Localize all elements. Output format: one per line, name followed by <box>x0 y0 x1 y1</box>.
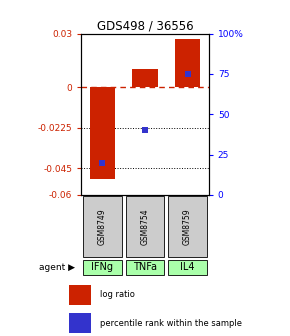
Bar <box>168 259 207 275</box>
Bar <box>70 285 92 304</box>
Text: IFNg: IFNg <box>91 262 113 272</box>
Text: GSM8754: GSM8754 <box>140 208 150 245</box>
Bar <box>132 70 158 87</box>
Text: percentile rank within the sample: percentile rank within the sample <box>100 319 242 328</box>
Bar <box>168 196 207 257</box>
Bar <box>83 259 122 275</box>
Text: log ratio: log ratio <box>100 290 135 299</box>
Title: GDS498 / 36556: GDS498 / 36556 <box>97 19 193 33</box>
Bar <box>126 259 164 275</box>
Bar <box>175 39 200 87</box>
Bar <box>83 196 122 257</box>
Bar <box>70 313 92 333</box>
Text: GSM8759: GSM8759 <box>183 208 192 245</box>
Text: agent ▶: agent ▶ <box>39 263 75 271</box>
Bar <box>126 196 164 257</box>
Bar <box>90 87 115 179</box>
Text: IL4: IL4 <box>180 262 195 272</box>
Text: GSM8749: GSM8749 <box>98 208 107 245</box>
Text: TNFa: TNFa <box>133 262 157 272</box>
